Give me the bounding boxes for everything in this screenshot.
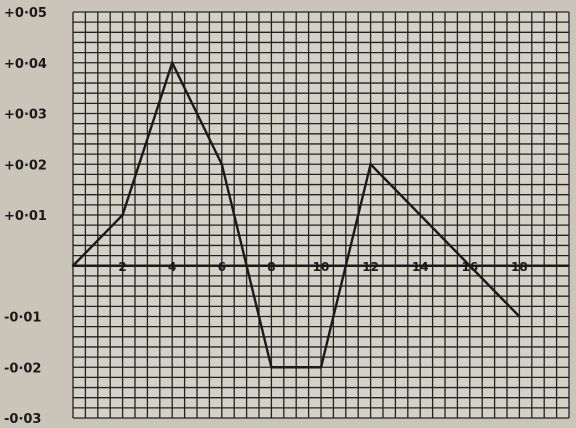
x-tick-label: 8 [267, 260, 275, 274]
y-tick-label: +0·02 [4, 158, 47, 173]
data-point [319, 366, 323, 369]
y-tick-label: -0·02 [4, 361, 41, 376]
y-tick-label: -0·03 [4, 412, 41, 427]
x-tick-label: 18 [511, 260, 528, 274]
x-tick-label: 12 [362, 260, 379, 274]
data-point [518, 315, 521, 318]
data-point [171, 61, 174, 64]
data-point [369, 163, 372, 166]
x-tick-label: 2 [118, 260, 126, 274]
data-point [220, 163, 223, 166]
y-tick-label: +0·05 [4, 6, 47, 21]
y-tick-label: -0·01 [4, 311, 41, 326]
y-tick-label: +0·03 [4, 108, 47, 123]
data-point [468, 264, 471, 267]
y-tick-label: +0·01 [4, 209, 47, 224]
data-point [121, 213, 124, 217]
data-point [71, 264, 75, 267]
x-tick-label: 4 [168, 260, 176, 274]
x-tick-label: 10 [313, 260, 330, 274]
data-point [270, 366, 273, 369]
x-tick-label: 6 [218, 260, 226, 274]
x-tick-label: 14 [412, 260, 429, 274]
y-tick-label: +0·04 [4, 57, 47, 72]
